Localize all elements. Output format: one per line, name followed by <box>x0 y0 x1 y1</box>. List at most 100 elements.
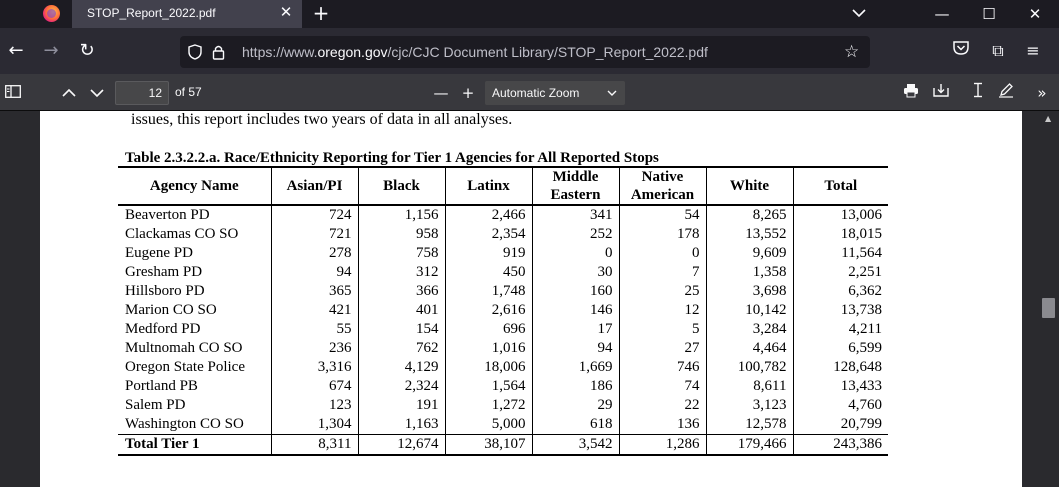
count-cell: 401 <box>357 301 445 320</box>
count-cell: 1,163 <box>357 415 445 435</box>
count-cell: 450 <box>444 263 532 282</box>
minimize-button[interactable]: — <box>934 5 950 23</box>
sidebar-toggle-icon[interactable] <box>2 82 24 104</box>
agency-name-cell: Eugene PD <box>125 245 193 261</box>
bookmark-star-icon[interactable]: ☆ <box>844 42 860 62</box>
table-row: Clackamas CO SO 721 958 2,354 252 178 13,552 18… <box>118 225 888 244</box>
url-domain: oregon.gov <box>317 44 388 60</box>
firefox-view-icon[interactable] <box>43 5 60 22</box>
pdf-toolbar: 12 of 57 — + Automatic Zoom » <box>0 74 1059 111</box>
url-text[interactable]: https://www.oregon.gov/cjc/CJC Document … <box>242 44 708 60</box>
count-cell: 312 <box>357 263 445 282</box>
tab-close-button[interactable]: ✕ <box>279 3 293 21</box>
tab-active[interactable]: STOP_Report_2022.pdf ✕ <box>72 0 302 28</box>
count-cell: 3,698 <box>705 282 793 301</box>
agency-name-cell: Gresham PD <box>125 264 203 280</box>
count-cell: 29 <box>531 396 619 415</box>
next-page-chevron-down-icon[interactable] <box>86 82 108 104</box>
count-cell: 100,782 <box>705 358 793 377</box>
chevron-down-icon <box>607 81 617 115</box>
count-cell: 366 <box>357 282 445 301</box>
vertical-scrollbar[interactable]: ▲ <box>1038 111 1059 487</box>
count-cell: 25 <box>618 282 706 301</box>
page-number-input[interactable]: 12 <box>115 81 169 105</box>
count-cell: 3,123 <box>705 396 793 415</box>
pdf-viewer[interactable]: issues, this report includes two years o… <box>0 111 1059 487</box>
count-cell: 7 <box>618 263 706 282</box>
count-cell: 1,286 <box>618 434 706 456</box>
table-header-row: Agency Name Asian/PI Black Latinx Middle… <box>118 166 888 206</box>
count-cell: 2,324 <box>357 377 445 396</box>
pdf-page: issues, this report includes two years o… <box>40 111 1022 487</box>
count-cell: 55 <box>270 320 358 339</box>
download-save-icon[interactable] <box>930 82 952 104</box>
column-header: Native American <box>618 166 706 206</box>
pocket-icon[interactable] <box>950 40 972 62</box>
url-bar[interactable]: https://www.oregon.gov/cjc/CJC Document … <box>180 36 870 68</box>
print-icon[interactable] <box>900 82 922 104</box>
count-cell: 13,552 <box>705 225 793 244</box>
list-all-tabs-icon[interactable] <box>851 4 867 22</box>
app-menu-icon[interactable]: ≡ <box>1026 41 1040 60</box>
draw-pen-icon[interactable] <box>995 82 1017 104</box>
count-cell: 1,156 <box>357 205 445 225</box>
count-cell: 6,599 <box>792 339 888 358</box>
agency-name-cell: Washington CO SO <box>125 416 244 432</box>
count-cell: 2,466 <box>444 205 532 225</box>
close-window-button[interactable]: ✕ <box>1028 5 1042 23</box>
count-cell: 128,648 <box>792 358 888 377</box>
count-cell: 2,354 <box>444 225 532 244</box>
forward-arrow-icon[interactable]: → <box>43 40 59 61</box>
count-cell: 12,674 <box>357 434 445 456</box>
lock-icon[interactable] <box>212 44 225 60</box>
table-row: Washington CO SO 1,304 1,163 5,000 618 136 12,… <box>118 415 888 435</box>
total-row: Total Tier 1 8,311 12,674 38,107 3,542 1,286 1… <box>118 434 888 456</box>
table-row: Multnomah CO SO 236 762 1,016 94 27 4,464 6,599 <box>118 339 888 358</box>
count-cell: 8,265 <box>705 205 793 225</box>
count-cell: 12,578 <box>705 415 793 435</box>
agency-name-cell: Marion CO SO <box>125 302 217 318</box>
count-cell: 4,211 <box>792 320 888 339</box>
count-cell: 191 <box>357 396 445 415</box>
count-cell: 160 <box>531 282 619 301</box>
count-cell: 20,799 <box>792 415 888 435</box>
count-cell: 13,738 <box>792 301 888 320</box>
count-cell: 8,311 <box>270 434 358 456</box>
count-cell: 6,362 <box>792 282 888 301</box>
tracking-protection-shield-icon[interactable] <box>188 44 202 60</box>
maximize-button[interactable]: ☐ <box>982 5 996 23</box>
count-cell: 696 <box>444 320 532 339</box>
table-row: Marion CO SO 421 401 2,616 146 12 10,142 13,738 <box>118 301 888 320</box>
count-cell: 123 <box>270 396 358 415</box>
scroll-up-arrow-icon[interactable]: ▲ <box>1045 114 1052 123</box>
count-cell: 18,006 <box>444 358 532 377</box>
count-cell: 12 <box>618 301 706 320</box>
count-cell: 674 <box>270 377 358 396</box>
back-arrow-icon[interactable]: ← <box>8 40 24 61</box>
tab-strip: STOP_Report_2022.pdf ✕ + — ☐ ✕ <box>0 0 1059 28</box>
navigation-toolbar: ← → ↻ https://www.oregon.gov/cjc/CJC Doc… <box>0 28 1059 74</box>
agency-name-cell: Oregon State Police <box>125 359 245 375</box>
count-cell: 0 <box>531 244 619 263</box>
agency-name-cell: Salem PD <box>125 397 186 413</box>
count-cell: 18,015 <box>792 225 888 244</box>
scrollbar-thumb[interactable] <box>1042 298 1055 318</box>
column-header: Agency Name <box>118 166 271 206</box>
zoom-in-icon[interactable]: + <box>461 84 475 102</box>
reload-icon[interactable]: ↻ <box>79 40 95 61</box>
tools-double-chevron-icon[interactable]: » <box>1037 84 1047 102</box>
count-cell: 94 <box>270 263 358 282</box>
extensions-puzzle-icon[interactable]: ⧉ <box>992 41 1004 60</box>
column-header: Total <box>792 166 888 206</box>
new-tab-button[interactable]: + <box>312 1 330 25</box>
count-cell: 5,000 <box>444 415 532 435</box>
text-cursor-icon[interactable] <box>967 82 989 104</box>
page-count-label: of 57 <box>175 85 202 99</box>
column-header: Asian/PI <box>270 166 358 206</box>
zoom-out-icon[interactable]: — <box>433 84 449 102</box>
column-header: White <box>705 166 793 206</box>
previous-page-chevron-up-icon[interactable] <box>58 82 80 104</box>
count-cell: 4,129 <box>357 358 445 377</box>
count-cell: 1,358 <box>705 263 793 282</box>
zoom-select[interactable]: Automatic Zoom <box>485 81 625 105</box>
